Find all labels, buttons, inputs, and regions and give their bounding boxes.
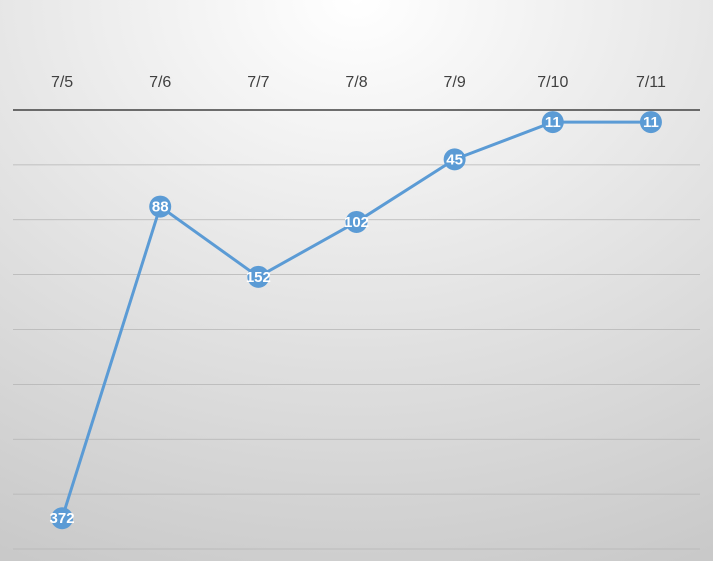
x-tick-label: 7/5	[51, 74, 73, 91]
x-tick-label: 7/8	[345, 74, 367, 91]
data-label: 88	[152, 199, 169, 216]
data-label: 152	[246, 269, 271, 286]
marker	[149, 195, 172, 218]
data-label: 372	[50, 510, 75, 527]
marker	[541, 111, 564, 134]
x-tick-label: 7/11	[636, 74, 666, 91]
x-tick-label: 7/9	[444, 74, 466, 91]
data-label: 45	[446, 151, 463, 168]
x-tick-label: 7/6	[149, 74, 171, 91]
x-tick-label: 7/7	[247, 74, 269, 91]
marker	[639, 111, 662, 134]
data-label: 11	[545, 114, 561, 131]
marker	[345, 210, 368, 233]
marker	[247, 265, 270, 288]
x-tick-label: 7/10	[537, 74, 568, 91]
marker	[51, 507, 74, 530]
data-label: 102	[344, 214, 369, 231]
data-label: 11	[643, 114, 659, 131]
marker	[443, 148, 466, 171]
